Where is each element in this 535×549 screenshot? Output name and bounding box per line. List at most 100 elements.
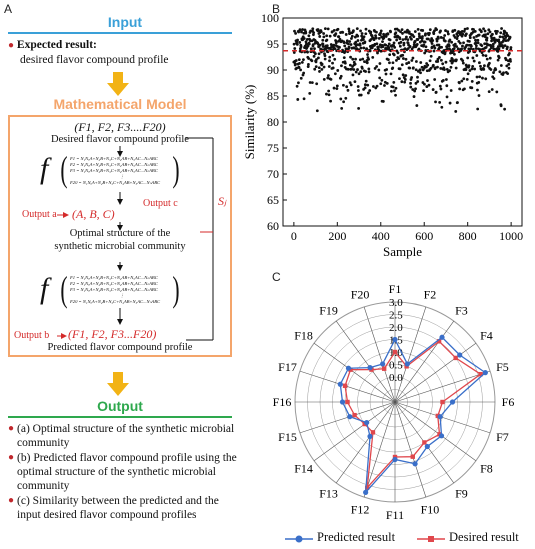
scatter-point (295, 84, 299, 88)
scatter-point (347, 45, 351, 49)
scatter-point (444, 60, 448, 64)
scatter-point (423, 51, 427, 55)
scatter-point (377, 45, 380, 49)
radar-spoke (313, 342, 396, 403)
scatter-point (340, 64, 343, 68)
scatter-point (400, 80, 404, 84)
scatter-point (440, 45, 444, 49)
scatter-point (480, 44, 484, 47)
scatter-point (328, 34, 332, 38)
scatter-point (423, 40, 427, 44)
y-tick-label: 75 (267, 141, 279, 155)
scatter-point (355, 43, 359, 46)
down-arrow-icon (107, 372, 129, 396)
scatter-point (504, 36, 508, 39)
scatter-point (488, 30, 492, 34)
scatter-point (452, 47, 456, 50)
model-box (8, 115, 232, 357)
scatter-point (348, 31, 352, 35)
scatter-point (314, 60, 318, 64)
scatter-point (428, 28, 432, 32)
output-c-label: Output c (143, 198, 178, 209)
scatter-point (500, 27, 503, 30)
scatter-point (408, 66, 412, 70)
scatter-point (468, 36, 472, 40)
output-divider (8, 416, 232, 418)
scatter-point (349, 55, 352, 59)
x-tick-label: 400 (372, 229, 390, 243)
radar-category-label: F5 (496, 360, 509, 374)
scatter-point (490, 39, 493, 43)
scatter-point (322, 78, 326, 81)
scatter-point (353, 35, 357, 39)
scatter-point (364, 79, 368, 83)
scatter-point (418, 68, 422, 72)
scatter-point (420, 65, 424, 69)
scatter-point (487, 90, 491, 94)
scatter-point (305, 42, 309, 46)
scatter-point (482, 67, 486, 71)
scatter-point (485, 36, 489, 40)
scatter-point (437, 43, 441, 47)
scatter-point (388, 53, 392, 56)
scatter-point (374, 34, 377, 38)
scatter-point (414, 68, 418, 72)
scatter-point (359, 46, 363, 50)
radar-category-label: F14 (294, 461, 313, 475)
radar-spoke (394, 306, 427, 403)
scatter-point (454, 66, 458, 70)
scatter-point (395, 38, 399, 42)
scatter-point (332, 28, 336, 32)
radar-point-predicted (347, 414, 353, 420)
scatter-point (502, 32, 506, 36)
scatter-point (308, 81, 312, 84)
scatter-point (420, 39, 424, 43)
radar-point-predicted (337, 381, 343, 387)
scatter-point (476, 107, 480, 111)
radar-point-predicted (482, 370, 488, 376)
scatter-point (445, 84, 449, 88)
radar-category-label: F18 (294, 329, 313, 343)
radar-point-predicted (392, 336, 398, 343)
scatter-point (386, 32, 390, 36)
scatter-point (346, 67, 350, 71)
optimal-caption-2: synthetic microbial community (54, 241, 186, 252)
scatter-point (313, 67, 317, 71)
scatter-point (398, 44, 402, 48)
scatter-point (442, 36, 445, 40)
scatter-point (492, 77, 496, 80)
scatter-point (298, 41, 302, 44)
radar-spoke (299, 370, 396, 403)
scatter-point (468, 39, 471, 43)
radar-point-desired (392, 349, 398, 355)
scatter-point (364, 27, 368, 31)
radar-point-predicted (438, 433, 445, 439)
scatter-point (492, 36, 496, 40)
scatter-point (369, 30, 373, 34)
scatter-point (296, 98, 300, 101)
scatter-point (440, 105, 444, 109)
scatter-point (462, 30, 466, 33)
radar-point-predicted (345, 365, 352, 371)
scatter-point (327, 93, 331, 97)
scatter-point (426, 37, 430, 41)
scatter-point (438, 84, 442, 88)
scatter-point (473, 67, 477, 71)
scatter-point (366, 91, 370, 95)
equation-line: F3 = N₁NₐA+N₂B+N₃C+N₄AB+N₅AC...NₙABC (70, 168, 158, 173)
scatter-point (413, 89, 417, 93)
bullet-icon: ● (8, 495, 15, 506)
y-tick-label: 65 (267, 193, 279, 207)
scatter-point (348, 81, 352, 85)
scatter-point (368, 49, 372, 53)
scatter-point (424, 32, 427, 36)
scatter-point (391, 85, 395, 89)
scatter-point (388, 38, 392, 42)
scatter-point (485, 57, 489, 61)
scatter-point (429, 54, 433, 58)
scatter-point (339, 97, 343, 101)
radar-spoke (394, 320, 455, 403)
scatter-point (375, 42, 379, 46)
scatter-point (370, 34, 374, 38)
scatter-point (487, 28, 491, 32)
